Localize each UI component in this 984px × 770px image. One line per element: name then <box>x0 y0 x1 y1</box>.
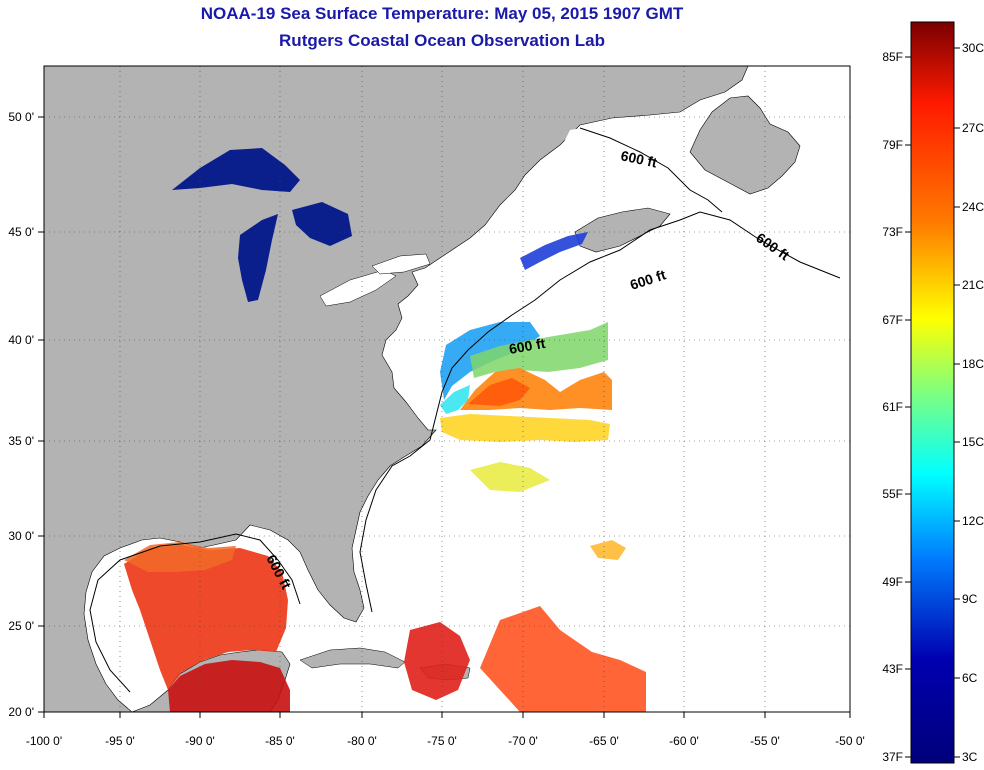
colorbar-c-label: 30C <box>962 41 984 55</box>
land-nova-scotia <box>574 207 671 253</box>
plot-frame <box>43 65 851 713</box>
sst-gulf-stream-core <box>468 378 530 406</box>
colorbar-fahrenheit-scale: 85F 79F 73F 67F 61F 55F 49F 43F 37F <box>882 50 911 764</box>
colorbar-c-label: 18C <box>962 357 984 371</box>
contour-label-mid-atlantic: 600 ft <box>508 335 547 357</box>
x-tick-label: -75 0' <box>427 734 457 748</box>
y-tick-label: 20 0' <box>8 705 34 719</box>
sst-gulf-north-orange <box>124 542 236 572</box>
colorbar-c-label: 12C <box>962 514 984 528</box>
isobath-600ft-north <box>579 127 723 213</box>
gulf-st-lawrence <box>560 125 668 188</box>
y-tick-label: 45 0' <box>8 225 34 239</box>
sst-yucatan-warm <box>168 660 290 712</box>
sst-caribbean-east <box>480 606 646 712</box>
colorbar-c-label: 27C <box>962 121 984 135</box>
colorbar-c-label: 3C <box>962 750 978 764</box>
lake-ontario <box>371 253 431 275</box>
colorbar-c-label: 21C <box>962 278 984 292</box>
x-tick-label: -55 0' <box>750 734 780 748</box>
x-tick-label: -90 0' <box>185 734 215 748</box>
sst-scattered-yellow <box>470 462 550 492</box>
x-tick-label: -85 0' <box>265 734 295 748</box>
lake-michigan <box>238 214 278 302</box>
colorbar-c-label: 24C <box>962 200 984 214</box>
colorbar-f-label: 55F <box>882 487 903 501</box>
land-cuba <box>299 647 406 669</box>
isobath-600ft-gulf <box>89 533 301 693</box>
map-title: NOAA-19 Sea Surface Temperature: May 05,… <box>200 4 684 23</box>
y-tick-label: 30 0' <box>8 529 34 543</box>
x-tick-label: -80 0' <box>347 734 377 748</box>
lake-superior <box>172 148 300 192</box>
sst-gulf-of-mexico <box>124 545 288 690</box>
colorbar-f-label: 61F <box>882 400 903 414</box>
y-tick-label: 25 0' <box>8 619 34 633</box>
y-tick-label: 35 0' <box>8 434 34 448</box>
colorbar-f-label: 79F <box>882 138 903 152</box>
sst-slope-green <box>470 322 608 378</box>
x-tick-label: -100 0' <box>26 734 62 748</box>
x-tick-label: -65 0' <box>589 734 619 748</box>
colorbar-c-label: 9C <box>962 592 978 606</box>
x-tick-label: -50 0' <box>835 734 865 748</box>
contour-label-gulf-st-lawrence: 600 ft <box>619 147 658 170</box>
x-tick-label: -95 0' <box>105 734 135 748</box>
y-axis: 50 0' 45 0' 40 0' 35 0' 30 0' 25 0' 20 0' <box>8 110 44 719</box>
colorbar-c-label: 15C <box>962 435 984 449</box>
lake-huron <box>292 202 352 246</box>
colorbar-celsius-scale: 30C 27C 24C 21C 18C 15C 12C 9C 6C 3C <box>954 41 984 764</box>
colorbar-f-label: 37F <box>882 750 903 764</box>
x-tick-label: -70 0' <box>508 734 538 748</box>
colorbar-f-label: 49F <box>882 575 903 589</box>
y-tick-label: 40 0' <box>8 333 34 347</box>
isobath-600ft <box>359 211 841 613</box>
sst-bahamas-warm <box>404 622 470 700</box>
lake-erie <box>319 269 397 307</box>
sst-sargasso-yellow <box>440 414 610 442</box>
land-newfoundland <box>689 95 801 195</box>
map-subtitle: Rutgers Coastal Ocean Observation Lab <box>279 31 605 50</box>
sst-caribbean-yellow <box>590 540 626 560</box>
colorbar-f-label: 43F <box>882 662 903 676</box>
colorbar-f-label: 85F <box>882 50 903 64</box>
x-tick-label: -60 0' <box>669 734 699 748</box>
colorbar-c-label: 6C <box>962 671 978 685</box>
land-north-america <box>44 66 749 712</box>
x-axis: -100 0' -95 0' -90 0' -85 0' -80 0' -75 0' -70… <box>26 712 865 748</box>
colorbar-f-label: 73F <box>882 225 903 239</box>
colorbar <box>910 21 955 764</box>
colorbar-f-label: 67F <box>882 313 903 327</box>
y-tick-label: 50 0' <box>8 110 34 124</box>
sst-shelf-cyan <box>440 385 470 414</box>
sst-gulf-of-maine <box>520 232 588 270</box>
